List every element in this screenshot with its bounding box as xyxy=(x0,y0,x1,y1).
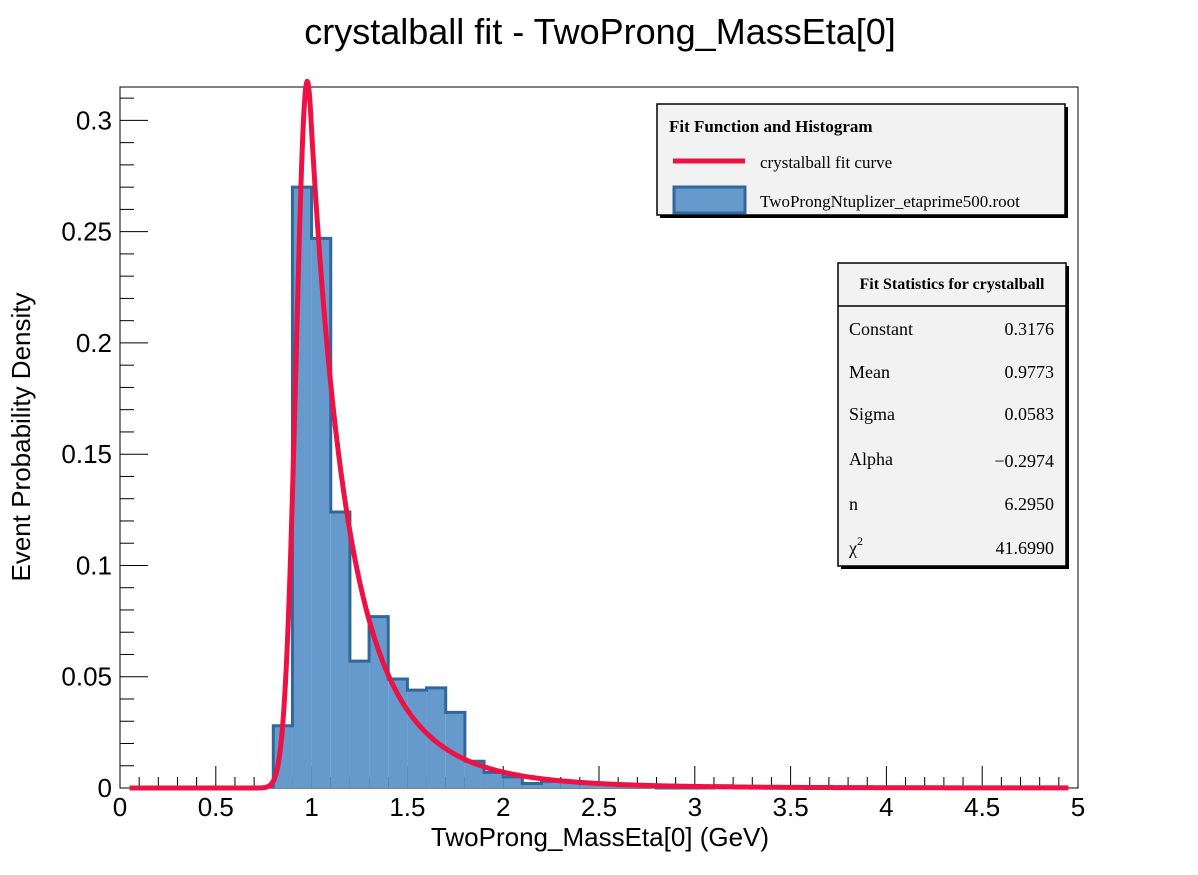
stats-value-n: 6.2950 xyxy=(1005,494,1055,514)
histogram-bar xyxy=(560,781,580,788)
x-tick-label: 5 xyxy=(1071,792,1085,822)
y-tick-label: 0.05 xyxy=(61,662,112,692)
y-tick-label: 0.2 xyxy=(76,328,112,358)
y-tick-label: 0.3 xyxy=(76,105,112,135)
y-tick-label: 0.1 xyxy=(76,550,112,580)
histogram-bar xyxy=(292,187,312,789)
x-tick-label: 3.5 xyxy=(773,792,809,822)
stats-label-sigma: Sigma xyxy=(849,404,895,424)
y-axis-title: Event Probability Density xyxy=(6,292,36,581)
histogram-bar xyxy=(541,781,561,788)
x-tick-label: 0 xyxy=(113,792,127,822)
histogram-bar xyxy=(522,783,542,788)
histogram-bar xyxy=(579,783,599,788)
legend-header: Fit Function and Histogram xyxy=(669,117,873,136)
stats-value-alpha: −0.2974 xyxy=(994,451,1054,471)
x-tick-label: 4.5 xyxy=(964,792,1000,822)
stats-label-n: n xyxy=(849,494,858,514)
histogram-bar xyxy=(407,690,427,788)
stats-label-alpha: Alpha xyxy=(849,449,893,469)
legend-histogram-swatch xyxy=(672,185,747,215)
x-tick-label: 1.5 xyxy=(389,792,425,822)
stats-value-sigma: 0.0583 xyxy=(1005,404,1055,424)
stats-box xyxy=(837,262,1067,567)
fit-curve-line xyxy=(127,78,1071,791)
stats-value-mean: 0.9773 xyxy=(1005,362,1055,382)
histogram-bar xyxy=(311,238,331,789)
stats-value-constant: 0.3176 xyxy=(1005,319,1055,339)
stats-label-chi2: χ2 xyxy=(848,534,863,558)
x-tick-label: 3 xyxy=(688,792,702,822)
histogram-bar xyxy=(369,616,389,788)
histogram-bar xyxy=(426,687,446,788)
x-tick-label: 0.5 xyxy=(198,792,234,822)
stats-header: Fit Statistics for crystalball xyxy=(859,276,1045,293)
y-axis-tick-labels: 0 0.05 0.1 0.15 0.2 0.25 0.3 xyxy=(61,105,112,803)
y-axis-ticks xyxy=(120,97,148,789)
histogram-bar xyxy=(330,512,350,788)
y-tick-label: 0.25 xyxy=(61,217,112,247)
histogram-bar xyxy=(349,661,370,788)
chi-symbol: χ xyxy=(848,538,857,558)
x-tick-label: 2.5 xyxy=(581,792,617,822)
chi-superscript: 2 xyxy=(857,534,863,548)
stats-label-constant: Constant xyxy=(849,319,913,339)
legend-fit-curve-label: crystalball fit curve xyxy=(760,153,892,172)
histogram-bar xyxy=(484,772,504,788)
legend-histogram-label: TwoProngNtuplizer_etaprime500.root xyxy=(760,192,1020,211)
x-tick-label: 4 xyxy=(879,792,893,822)
y-tick-label: 0.15 xyxy=(61,439,112,469)
histogram-bar xyxy=(464,761,485,788)
histogram-bar xyxy=(503,776,523,788)
x-tick-label: 2 xyxy=(496,792,510,822)
chart-title: crystalball fit - TwoProng_MassEta[0] xyxy=(304,11,896,52)
legend: Fit Function and Histogram crystalball f… xyxy=(656,103,1068,218)
x-tick-label: 1 xyxy=(304,792,318,822)
y-tick-label: 0 xyxy=(98,773,112,803)
stats-label-mean: Mean xyxy=(849,362,890,382)
fit-stats-panel: Fit Statistics for crystalball Constant … xyxy=(837,262,1069,569)
x-axis-tick-labels: 0 0.5 1 1.5 2 2.5 3 3.5 4 4.5 5 xyxy=(113,792,1085,822)
histogram-bar xyxy=(445,712,465,788)
x-axis-title: TwoProng_MassEta[0] (GeV) xyxy=(431,822,769,852)
stats-value-chi2: 41.6990 xyxy=(996,538,1055,558)
